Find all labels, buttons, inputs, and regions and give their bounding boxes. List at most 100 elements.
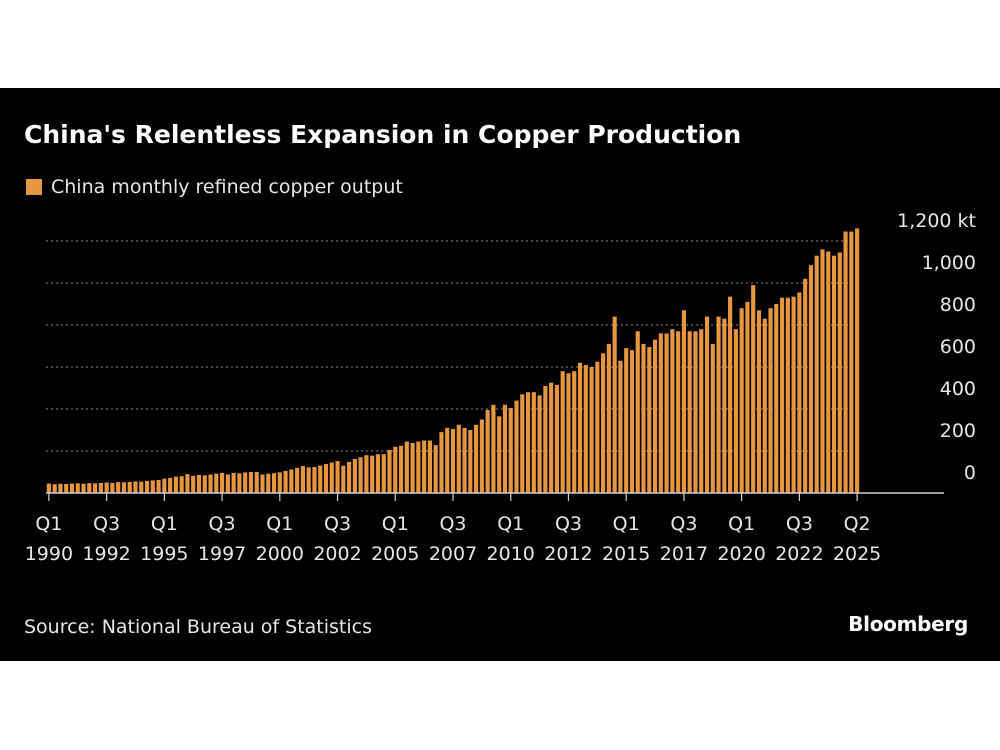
bar (722, 318, 727, 493)
bar (543, 385, 548, 493)
x-tick-label-year: 2022 (775, 543, 823, 565)
bar (803, 278, 808, 493)
bar (329, 462, 334, 493)
bar (814, 255, 819, 493)
y-tick-label: 800 (940, 294, 976, 316)
bar (98, 482, 103, 493)
bar (144, 481, 150, 493)
x-tick-label-quarter: Q1 (266, 513, 293, 535)
x-tick-label-year: 2002 (313, 543, 361, 565)
bar (156, 479, 161, 493)
bar (306, 467, 311, 493)
bar (820, 249, 825, 493)
x-tick-label-quarter: Q3 (324, 513, 351, 535)
bar (450, 428, 456, 493)
x-tick-label-quarter: Q3 (670, 513, 697, 535)
bloomberg-logo: Bloomberg (848, 612, 968, 636)
bar (104, 482, 109, 493)
bar (133, 481, 138, 493)
bar (699, 329, 704, 493)
bar (214, 473, 219, 493)
x-tick-label-quarter: Q1 (35, 513, 62, 535)
bar (398, 445, 404, 493)
bar (629, 350, 635, 493)
bar (254, 472, 259, 493)
x-tick-label-quarter: Q3 (555, 513, 582, 535)
x-tick-label-year: 1995 (140, 543, 188, 565)
bar (179, 476, 184, 493)
y-tick-label: 200 (940, 420, 976, 442)
bar (549, 382, 554, 493)
bar (69, 483, 75, 493)
bar (849, 231, 854, 494)
bar (583, 364, 588, 493)
bar (202, 475, 207, 493)
bar (162, 478, 167, 493)
x-tick-label-year: 2020 (717, 543, 765, 565)
bar (670, 329, 675, 493)
bar (508, 407, 513, 493)
legend: China monthly refined copper output (26, 176, 403, 198)
y-tick-label: 600 (940, 336, 976, 358)
x-tick-label-year: 2012 (544, 543, 592, 565)
bar (150, 480, 155, 493)
bar (266, 473, 271, 493)
bar (196, 474, 202, 493)
x-tick-label-year: 2015 (602, 543, 650, 565)
bar (595, 361, 600, 493)
legend-label: China monthly refined copper output (51, 176, 403, 198)
x-tick-label-quarter: Q3 (439, 513, 466, 535)
bar (618, 360, 623, 493)
bar (116, 482, 121, 493)
bar (554, 384, 559, 493)
bar (537, 395, 542, 493)
bar (560, 371, 565, 493)
bar (624, 348, 629, 493)
bar (652, 339, 658, 493)
x-tick-label-year: 2010 (487, 543, 535, 565)
bar (456, 424, 461, 493)
bar (335, 461, 340, 493)
bar (289, 469, 294, 493)
bar (462, 427, 467, 493)
bar-chart: 0 200 400 600 800 1,000 1,200 kt Q1 1990 Q3 1992 Q1… (25, 210, 976, 565)
bar (577, 362, 583, 493)
bar (248, 472, 254, 493)
bar (745, 301, 750, 493)
bar (300, 466, 305, 493)
bar (312, 466, 317, 493)
bar (687, 331, 692, 493)
bar (370, 455, 375, 493)
x-tick-label-quarter: Q1 (728, 513, 755, 535)
bar (797, 292, 802, 493)
bar (410, 443, 415, 493)
bar (601, 353, 606, 493)
bar (52, 484, 57, 493)
bar (46, 483, 51, 493)
bar (676, 331, 681, 493)
bar (831, 255, 837, 493)
bar (121, 482, 127, 493)
y-tick-label: 1,200 kt (897, 210, 976, 232)
bar (785, 297, 790, 493)
bar (81, 483, 86, 493)
bar (641, 343, 646, 493)
bar (352, 458, 357, 493)
bar (387, 449, 392, 493)
x-tick-label-year: 2005 (371, 543, 419, 565)
x-tick-label-quarter: Q1 (151, 513, 178, 535)
bar (837, 252, 842, 493)
bar (658, 333, 663, 493)
bar (283, 470, 288, 493)
x-tick-label-year: 2025 (833, 543, 881, 565)
bar (716, 316, 721, 493)
bar (664, 333, 669, 493)
x-tick-label-quarter: Q1 (497, 513, 524, 535)
bar (779, 297, 785, 493)
bar (220, 472, 225, 493)
bar (791, 296, 796, 493)
bar (277, 472, 282, 493)
bar (237, 473, 242, 493)
bar (427, 440, 432, 493)
x-tick-label-quarter: Q1 (382, 513, 409, 535)
